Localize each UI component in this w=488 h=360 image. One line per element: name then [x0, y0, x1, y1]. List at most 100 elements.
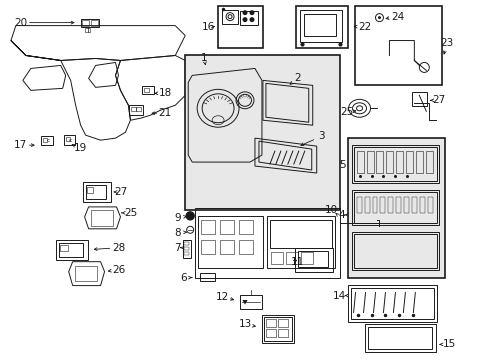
- Bar: [415, 151, 423, 173]
- Bar: [42, 138, 47, 142]
- Bar: [387, 197, 393, 213]
- Circle shape: [242, 10, 247, 15]
- Bar: [265, 329, 275, 337]
- Bar: [426, 151, 432, 173]
- Bar: [396, 151, 403, 173]
- Bar: [222, 10, 238, 24]
- Bar: [63, 135, 75, 145]
- Bar: [84, 28, 89, 32]
- Bar: [411, 197, 416, 213]
- Bar: [356, 151, 363, 173]
- Bar: [201, 240, 215, 254]
- Text: c: c: [47, 138, 50, 143]
- Bar: [364, 197, 369, 213]
- Bar: [376, 151, 383, 173]
- Text: 7: 7: [174, 243, 180, 253]
- Text: 13: 13: [238, 319, 251, 329]
- Text: 18: 18: [159, 88, 172, 98]
- Bar: [353, 147, 436, 181]
- Text: 28: 28: [112, 243, 125, 253]
- Bar: [353, 234, 436, 268]
- Text: 27: 27: [114, 187, 127, 197]
- Bar: [195, 208, 339, 278]
- Bar: [347, 285, 436, 323]
- Bar: [351, 145, 438, 183]
- Bar: [184, 247, 189, 250]
- Bar: [350, 288, 433, 319]
- Text: 22: 22: [357, 22, 370, 32]
- Text: 26: 26: [112, 265, 125, 275]
- Text: 12: 12: [215, 292, 228, 302]
- Bar: [364, 324, 435, 352]
- Bar: [240, 294, 262, 309]
- Bar: [297, 251, 327, 267]
- Bar: [220, 240, 234, 254]
- Bar: [367, 328, 431, 349]
- Bar: [239, 220, 252, 234]
- Bar: [86, 187, 92, 193]
- Bar: [144, 88, 149, 92]
- Text: 19: 19: [74, 143, 87, 153]
- Text: 8: 8: [174, 228, 180, 238]
- Bar: [396, 197, 401, 213]
- Bar: [264, 318, 291, 341]
- Bar: [265, 319, 275, 328]
- Text: 10: 10: [325, 205, 338, 215]
- Bar: [200, 273, 215, 280]
- Text: 16: 16: [201, 22, 214, 32]
- Bar: [366, 151, 373, 173]
- Bar: [277, 319, 287, 328]
- Text: 4: 4: [338, 210, 344, 220]
- Bar: [356, 197, 361, 213]
- Bar: [82, 182, 110, 202]
- Text: 6: 6: [180, 273, 186, 283]
- Bar: [185, 55, 339, 210]
- Bar: [41, 136, 53, 145]
- Bar: [201, 220, 215, 234]
- Text: 9: 9: [174, 213, 180, 223]
- Circle shape: [377, 16, 380, 19]
- Text: 21: 21: [159, 108, 172, 118]
- Bar: [266, 216, 334, 268]
- Text: 23: 23: [440, 37, 453, 48]
- Bar: [277, 329, 287, 337]
- Bar: [270, 252, 282, 264]
- Text: c: c: [69, 138, 72, 143]
- Bar: [142, 86, 154, 94]
- Text: 15: 15: [442, 339, 455, 349]
- Text: 2: 2: [294, 73, 301, 84]
- Text: 24: 24: [390, 12, 403, 22]
- Text: 1: 1: [201, 54, 207, 63]
- Bar: [303, 14, 335, 36]
- Bar: [420, 197, 425, 213]
- Bar: [198, 216, 263, 268]
- Bar: [285, 252, 297, 264]
- Bar: [299, 10, 341, 41]
- Bar: [239, 240, 252, 254]
- Text: 5: 5: [339, 160, 345, 170]
- Bar: [404, 197, 408, 213]
- Text: 3: 3: [318, 131, 325, 141]
- Bar: [90, 20, 98, 26]
- Bar: [85, 185, 105, 199]
- Text: 11: 11: [290, 257, 304, 267]
- Bar: [220, 220, 234, 234]
- Bar: [294, 248, 332, 272]
- Bar: [240, 11, 258, 24]
- Bar: [184, 252, 189, 255]
- Bar: [347, 138, 444, 278]
- Bar: [131, 107, 136, 111]
- Text: 20: 20: [14, 18, 27, 28]
- Bar: [411, 92, 427, 106]
- Bar: [300, 252, 312, 264]
- Bar: [129, 105, 143, 115]
- Circle shape: [242, 17, 247, 22]
- Bar: [59, 243, 82, 257]
- Bar: [380, 197, 385, 213]
- Text: 25: 25: [123, 208, 137, 218]
- Text: 17: 17: [14, 140, 27, 150]
- Circle shape: [249, 17, 254, 22]
- Text: 27: 27: [432, 95, 445, 105]
- Bar: [386, 151, 393, 173]
- Bar: [351, 190, 438, 225]
